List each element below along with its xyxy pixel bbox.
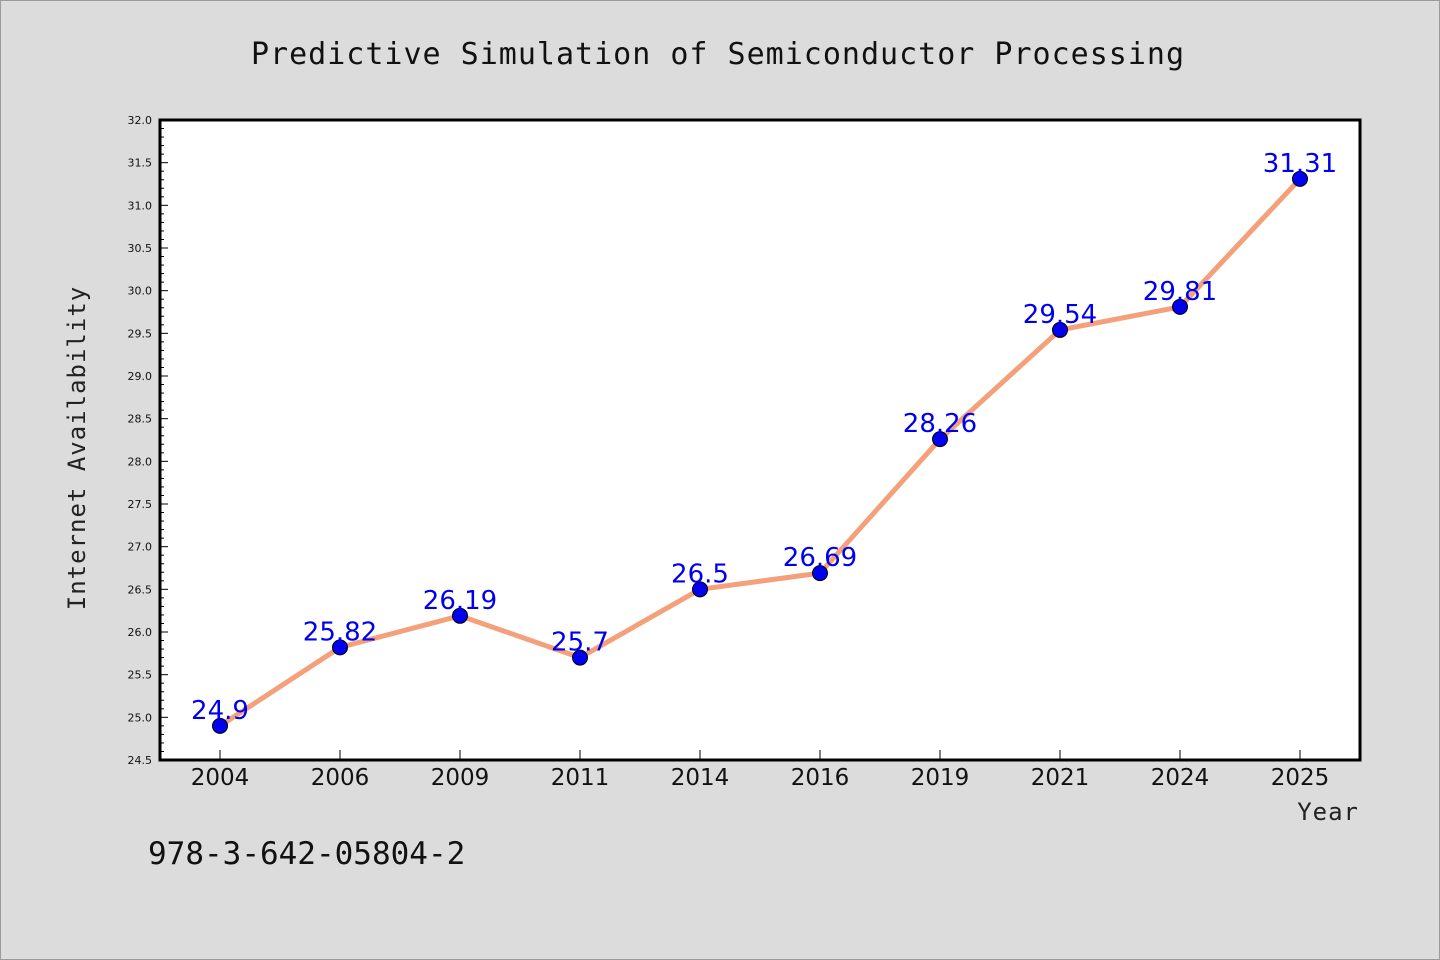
x-tick-label: 2014 — [671, 765, 730, 791]
y-tick-label: 28.0 — [128, 455, 153, 468]
x-tick-label: 2025 — [1271, 765, 1330, 791]
series-internet-availability — [212, 170, 1308, 734]
data-label-2004: 24.9 — [191, 696, 249, 726]
data-point-2006 — [332, 639, 348, 656]
data-point-2004 — [212, 717, 228, 734]
y-tick-label: 28.5 — [128, 413, 153, 426]
data-labels: 24.9 25.82 26.19 25.7 26.5 26.69 28.26 29.54 29.… — [191, 149, 1337, 726]
data-label-2006: 25.82 — [303, 617, 377, 647]
y-tick-label: 31.5 — [128, 157, 153, 170]
chart-title: Predictive Simulation of Semiconductor P… — [251, 37, 1185, 72]
x-tick-label: 2016 — [791, 765, 850, 791]
data-point-2024 — [1172, 298, 1188, 315]
y-tick-label: 27.5 — [128, 498, 153, 511]
x-tick-label: 2019 — [911, 765, 970, 791]
x-tick-label: 2009 — [431, 765, 490, 791]
y-tick-label: 31.0 — [128, 199, 153, 212]
isbn-text: 978-3-642-05804-2 — [148, 836, 465, 872]
y-tick-label: 26.0 — [128, 626, 153, 639]
data-point-2016 — [812, 565, 828, 582]
x-tick-label: 2004 — [191, 765, 250, 791]
data-point-2019 — [932, 431, 948, 448]
data-label-2009: 26.19 — [423, 586, 497, 616]
data-label-2021: 29.54 — [1023, 300, 1097, 330]
data-label-2019: 28.26 — [903, 409, 977, 439]
y-tick-label: 25.5 — [128, 669, 153, 682]
x-tick-label: 2024 — [1151, 765, 1210, 791]
data-label-2014: 26.5 — [671, 559, 729, 589]
data-label-2011: 25.7 — [551, 628, 609, 658]
data-label-2024: 29.81 — [1143, 277, 1217, 307]
plot-area — [160, 120, 1360, 760]
x-tick-label: 2006 — [311, 765, 370, 791]
y-tick-label: 30.0 — [128, 285, 153, 298]
data-point-2009 — [452, 607, 468, 624]
data-point-2021 — [1052, 321, 1068, 338]
y-tick-label: 29.0 — [128, 370, 153, 383]
plot-border — [158, 118, 1362, 762]
y-tick-label: 24.5 — [128, 754, 153, 767]
y-tick-label: 26.5 — [128, 583, 153, 596]
data-point-2014 — [692, 581, 708, 598]
data-label-2016: 26.69 — [783, 543, 857, 573]
x-tick-label: 2021 — [1031, 765, 1090, 791]
y-tick-label: 25.0 — [128, 711, 153, 724]
x-axis-label: Year — [1297, 798, 1359, 826]
series-line — [217, 176, 1303, 729]
data-point-2025 — [1292, 170, 1308, 187]
y-tick-label: 29.5 — [128, 327, 153, 340]
y-tick-label: 27.0 — [128, 541, 153, 554]
y-axis-label: Internet Availability — [63, 286, 91, 610]
y-tick-label: 30.5 — [128, 242, 153, 255]
x-tick-label: 2011 — [551, 765, 610, 791]
x-axis: 2004 2006 2009 2011 2014 2016 2019 2021 2024 2025 — [191, 750, 1330, 791]
y-axis: 24.5 25.0 25.5 26.0 26.5 27.0 27.5 28.0 28.5 29.0… — [128, 114, 168, 767]
y-tick-label: 32.0 — [128, 114, 153, 127]
data-label-2025: 31.31 — [1263, 149, 1337, 179]
data-point-2011 — [572, 649, 588, 666]
